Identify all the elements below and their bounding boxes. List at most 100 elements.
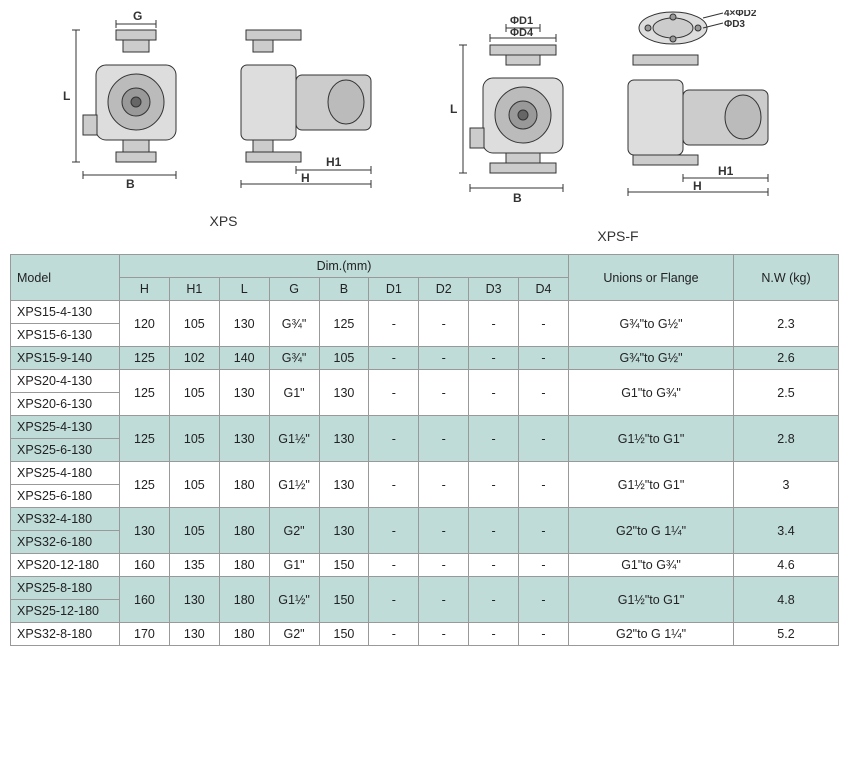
cell-model: XPS20-4-130	[11, 370, 120, 393]
cell-union: G2"to G 1¼"	[569, 623, 734, 646]
cell-d1: -	[369, 554, 419, 577]
dim-label-b2: B	[513, 191, 522, 205]
cell-d4: -	[519, 623, 569, 646]
header-dim-h1: H1	[169, 278, 219, 301]
header-dim-d1: D1	[369, 278, 419, 301]
cell-h1: 105	[169, 416, 219, 462]
cell-d2: -	[419, 301, 469, 347]
cell-d3: -	[469, 623, 519, 646]
cell-nw: 2.6	[734, 347, 839, 370]
dim-label-h: H	[301, 171, 310, 185]
cell-model: XPS25-6-130	[11, 439, 120, 462]
cell-model: XPS20-6-130	[11, 393, 120, 416]
cell-model: XPS20-12-180	[11, 554, 120, 577]
cell-model: XPS32-4-180	[11, 508, 120, 531]
cell-model: XPS25-8-180	[11, 577, 120, 600]
cell-l: 140	[219, 347, 269, 370]
dim-label-h1-2: H1	[718, 164, 734, 178]
cell-g: G2"	[269, 508, 319, 554]
cell-union: G¾"to G½"	[569, 347, 734, 370]
xpsf-diagram-group: ΦD1 ΦD4 L B	[448, 10, 788, 244]
cell-h: 120	[120, 301, 170, 347]
dim-label-4d2: 4×ΦD2	[724, 10, 757, 19]
cell-union: G¾"to G½"	[569, 301, 734, 347]
cell-d4: -	[519, 577, 569, 623]
cell-nw: 5.2	[734, 623, 839, 646]
cell-d2: -	[419, 554, 469, 577]
cell-h: 170	[120, 623, 170, 646]
cell-l: 130	[219, 370, 269, 416]
cell-d2: -	[419, 347, 469, 370]
cell-d1: -	[369, 508, 419, 554]
cell-h: 130	[120, 508, 170, 554]
cell-union: G1½"to G1"	[569, 577, 734, 623]
cell-h: 125	[120, 347, 170, 370]
cell-h1: 130	[169, 623, 219, 646]
cell-h1: 105	[169, 462, 219, 508]
cell-d4: -	[519, 416, 569, 462]
table-header: Model Dim.(mm) Unions or Flange N.W (kg)…	[11, 255, 839, 301]
cell-g: G1"	[269, 554, 319, 577]
cell-model: XPS25-6-180	[11, 485, 120, 508]
cell-model: XPS25-4-180	[11, 462, 120, 485]
cell-h1: 105	[169, 370, 219, 416]
dim-label-g: G	[133, 10, 142, 23]
cell-model: XPS32-6-180	[11, 531, 120, 554]
dim-label-h-2: H	[693, 179, 702, 193]
cell-d3: -	[469, 347, 519, 370]
cell-h: 125	[120, 416, 170, 462]
cell-nw: 3	[734, 462, 839, 508]
cell-d3: -	[469, 508, 519, 554]
cell-d3: -	[469, 462, 519, 508]
cell-b: 125	[319, 301, 369, 347]
table-row: XPS20-12-180160135180G1"150----G1"to G¾"…	[11, 554, 839, 577]
cell-d1: -	[369, 370, 419, 416]
cell-d2: -	[419, 370, 469, 416]
cell-h: 125	[120, 462, 170, 508]
cell-d1: -	[369, 347, 419, 370]
dim-label-d3: ΦD3	[724, 19, 745, 30]
table-row: XPS25-4-180125105180G1½"130----G1½"to G1…	[11, 462, 839, 485]
xpsf-front-diagram: ΦD1 ΦD4 L B	[448, 10, 598, 205]
cell-g: G¾"	[269, 301, 319, 347]
header-dim-g: G	[269, 278, 319, 301]
cell-nw: 2.3	[734, 301, 839, 347]
dim-label-h1: H1	[326, 155, 342, 169]
cell-d1: -	[369, 462, 419, 508]
cell-h1: 130	[169, 577, 219, 623]
cell-l: 180	[219, 623, 269, 646]
cell-b: 150	[319, 577, 369, 623]
cell-d2: -	[419, 623, 469, 646]
cell-nw: 2.5	[734, 370, 839, 416]
cell-l: 180	[219, 554, 269, 577]
cell-model: XPS25-4-130	[11, 416, 120, 439]
cell-b: 150	[319, 554, 369, 577]
cell-d3: -	[469, 416, 519, 462]
header-dim-d3: D3	[469, 278, 519, 301]
cell-d1: -	[369, 301, 419, 347]
cell-union: G1½"to G1"	[569, 416, 734, 462]
dim-label-l2: L	[450, 102, 457, 116]
cell-b: 130	[319, 462, 369, 508]
table-row: XPS25-8-180160130180G1½"150----G1½"to G1…	[11, 577, 839, 600]
cell-d4: -	[519, 508, 569, 554]
dim-label-d4: ΦD4	[510, 27, 534, 39]
cell-l: 180	[219, 508, 269, 554]
cell-d4: -	[519, 347, 569, 370]
cell-d4: -	[519, 370, 569, 416]
cell-h: 160	[120, 554, 170, 577]
cell-d1: -	[369, 577, 419, 623]
cell-nw: 4.8	[734, 577, 839, 623]
dim-label-b: B	[126, 177, 135, 190]
xps-diagram-group: G L B	[61, 10, 386, 244]
header-dim-d2: D2	[419, 278, 469, 301]
xpsf-side-diagram: 4×ΦD2 ΦD3 H1 H	[618, 10, 788, 205]
cell-d3: -	[469, 301, 519, 347]
xps-label: XPS	[209, 213, 237, 229]
cell-l: 180	[219, 462, 269, 508]
cell-d1: -	[369, 623, 419, 646]
cell-union: G1"to G¾"	[569, 554, 734, 577]
cell-h1: 135	[169, 554, 219, 577]
cell-b: 130	[319, 370, 369, 416]
header-model: Model	[11, 255, 120, 301]
